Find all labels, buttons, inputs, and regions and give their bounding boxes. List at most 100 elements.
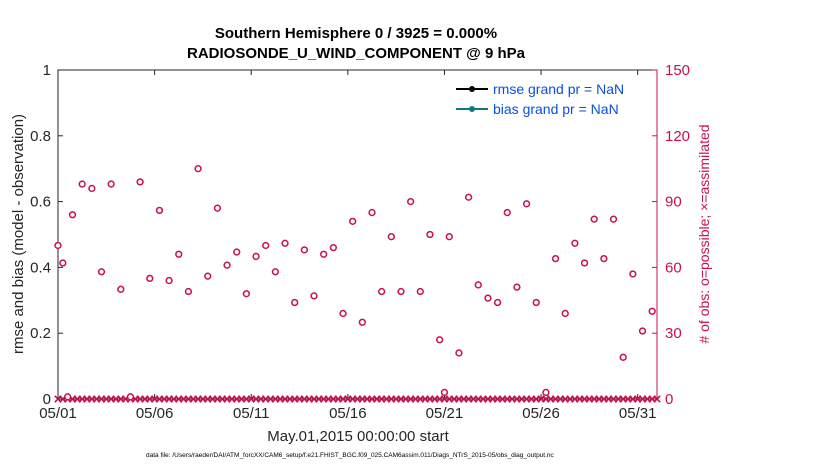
possible-marker	[291, 298, 299, 307]
y-right-tick-label: 30	[665, 325, 682, 342]
possible-marker	[629, 270, 637, 278]
x-tick-label: 05/21	[426, 405, 464, 422]
y-axis-right: 0 30 60 90 120 150	[652, 62, 690, 408]
possible-marker	[146, 274, 154, 283]
possible-marker	[281, 239, 289, 247]
possible-marker	[97, 268, 106, 276]
possible-marker	[522, 200, 531, 208]
legend: rmse grand pr = NaN bias grand pr = NaN	[456, 81, 624, 117]
possible-marker	[68, 211, 77, 219]
possible-marker	[378, 287, 386, 296]
possible-marker	[426, 230, 434, 239]
plot-area	[57, 69, 658, 400]
y-tick-label: 0	[43, 391, 51, 408]
possible-marker	[117, 285, 125, 293]
possible-marker	[126, 393, 135, 401]
possible-marker	[349, 217, 357, 225]
x-tick-label: 05/26	[522, 405, 560, 422]
possible-marker	[397, 287, 405, 296]
possible-marker	[175, 250, 183, 258]
possible-marker	[648, 307, 656, 315]
y-right-tick-label: 120	[665, 128, 690, 145]
possible-marker	[600, 254, 608, 263]
possible-marker	[484, 294, 492, 302]
possible-marker	[406, 197, 415, 206]
legend-bias-label: bias grand pr = NaN	[493, 101, 619, 117]
possible-marker	[320, 250, 328, 258]
possible-marker	[329, 244, 337, 252]
possible-marker	[416, 287, 424, 296]
possible-marker	[571, 239, 579, 247]
possible-marker	[561, 309, 569, 318]
possible-marker	[580, 259, 589, 267]
x-axis: 05/01 05/06 05/11 05/16 05/21 05/26 05/31	[39, 70, 656, 422]
possible-marker	[513, 283, 521, 291]
possible-marker	[242, 290, 251, 298]
possible-marker	[252, 252, 260, 261]
possible-marker	[440, 388, 449, 397]
legend-bias-marker	[469, 106, 475, 112]
y-right-tick-label: 60	[665, 259, 682, 276]
possible-marker	[184, 287, 193, 296]
possible-marker	[165, 276, 173, 285]
possible-marker	[213, 204, 222, 212]
x-tick-label: 05/01	[39, 405, 77, 422]
possible-marker	[464, 193, 473, 201]
possible-marker	[194, 165, 202, 173]
x-tick-label: 05/06	[136, 405, 174, 422]
chart-title-line2: RADIOSONDE_U_WIND_COMPONENT @ 9 hPa	[187, 45, 526, 62]
possible-marker	[262, 241, 270, 250]
y-tick-label: 1	[43, 62, 51, 79]
legend-rmse-label: rmse grand pr = NaN	[493, 81, 624, 97]
possible-marker	[435, 336, 444, 344]
possible-marker	[136, 178, 144, 186]
y-right-tick-label: 150	[665, 62, 690, 79]
possible-marker	[107, 180, 115, 188]
possible-marker	[638, 327, 647, 335]
possible-marker	[551, 254, 560, 263]
possible-marker	[445, 233, 453, 241]
y-tick-label: 0.4	[30, 259, 51, 276]
y-right-tick-label: 0	[665, 391, 673, 408]
possible-marker	[233, 248, 241, 256]
possible-marker	[387, 233, 395, 241]
possible-marker	[204, 272, 212, 280]
possible-marker	[590, 215, 598, 223]
possible-marker	[493, 298, 502, 307]
possible-marker	[223, 261, 231, 269]
possible-markers	[54, 165, 656, 401]
data-file-note: data file: /Users/raeder/DAI/ATM_forcXX/…	[146, 452, 555, 459]
possible-marker	[310, 292, 318, 300]
possible-marker	[59, 259, 67, 267]
y-axis-left: 0 0.2 0.4 0.6 0.8 1	[30, 62, 63, 408]
possible-marker	[300, 246, 309, 254]
x-tick-label: 05/16	[329, 405, 367, 422]
possible-marker	[339, 309, 347, 318]
possible-marker	[455, 349, 463, 357]
y-axis-right-label: # of obs: o=possible; ×=assimilated	[696, 124, 712, 343]
y-tick-label: 0.8	[30, 128, 51, 145]
possible-marker	[532, 298, 540, 307]
possible-marker	[358, 318, 366, 326]
x-tick-label: 05/31	[619, 405, 657, 422]
possible-marker	[503, 208, 511, 217]
legend-rmse-marker	[469, 86, 475, 92]
y-tick-label: 0.6	[30, 194, 51, 211]
y-axis-label: rmse and bias (model - observation)	[10, 114, 27, 354]
possible-marker	[368, 208, 376, 217]
possible-marker	[54, 241, 62, 250]
possible-marker	[609, 215, 618, 223]
possible-marker	[155, 206, 164, 215]
x-tick-label: 05/11	[233, 405, 269, 422]
possible-marker	[88, 184, 96, 193]
x-axis-label: May.01,2015 00:00:00 start	[267, 428, 449, 445]
assimilated-markers	[54, 395, 661, 403]
y-right-tick-label: 90	[665, 194, 682, 211]
possible-marker	[271, 268, 280, 276]
possible-marker	[64, 393, 72, 401]
possible-marker	[619, 353, 627, 361]
chart-title-line1: Southern Hemisphere 0 / 3925 = 0.000%	[215, 25, 497, 42]
possible-marker	[78, 180, 86, 188]
y-tick-label: 0.2	[30, 325, 51, 342]
